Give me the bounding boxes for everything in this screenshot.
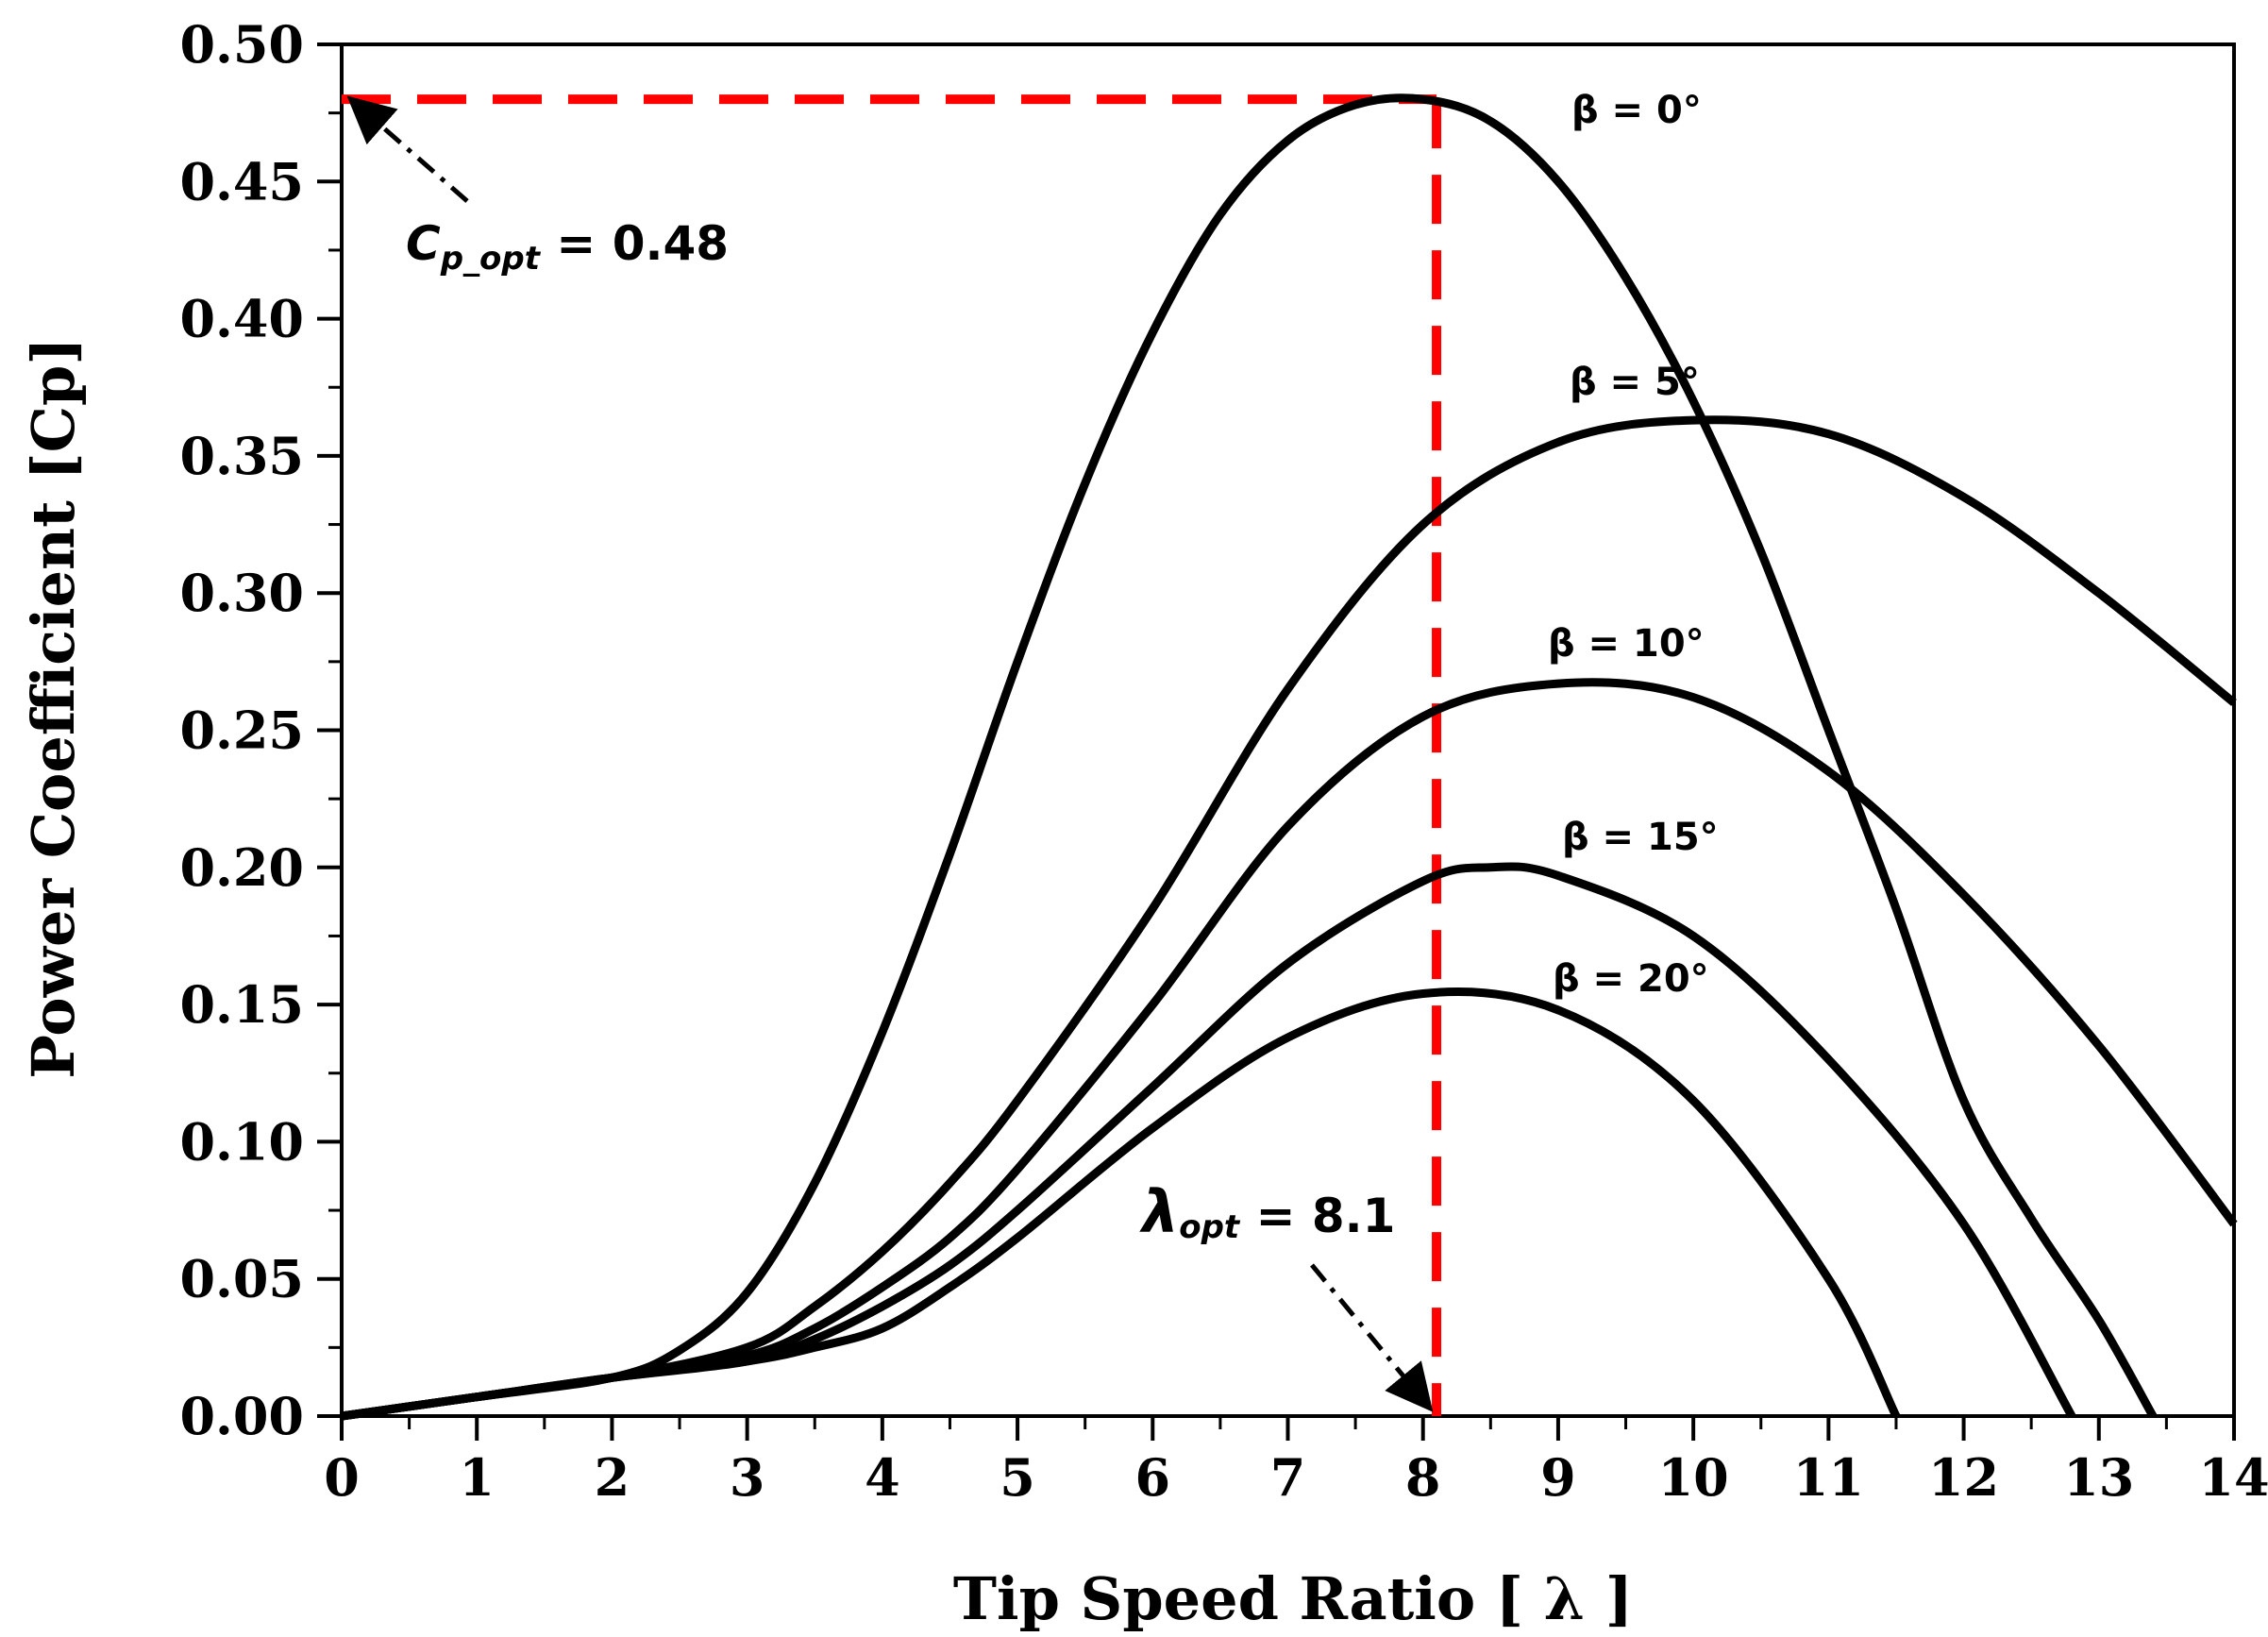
curve-label-beta-5: β = 5° [1570,361,1700,404]
x-tick-label: 14 [2198,1447,2268,1508]
cp-opt-label: Cp_opt = 0.48 [406,216,729,278]
y-tick-label: 0.40 [179,289,304,349]
curves [341,93,2238,1421]
curve-label-beta-15: β = 15° [1562,816,1719,859]
x-tick-label: 1 [459,1447,495,1508]
cp-opt-arrow [346,95,469,203]
x-tick-label: 4 [865,1447,900,1508]
y-tick-label: 0.05 [179,1249,304,1309]
y-tick-label: 0.30 [179,563,304,623]
cp-opt-annotation: Cp_opt = 0.48 [346,95,729,278]
y-tick-label: 0.15 [179,974,304,1035]
y-axis-title: Power Coefficient [Cp] [19,337,88,1078]
x-tick-label: 10 [1658,1447,1729,1508]
y-tick-label: 0.00 [179,1386,304,1446]
curve-label-beta-10: β = 10° [1548,622,1705,666]
reference-lines [342,94,1442,1416]
y-tick-label: 0.35 [179,426,304,486]
lambda-opt-label: λopt = 8.1 [1139,1177,1395,1246]
lambda-opt-arrow [1310,1263,1434,1412]
x-tick-label: 13 [2063,1447,2134,1508]
lambda-symbol: λ [1139,1177,1179,1246]
x-tick-label: 9 [1540,1447,1576,1508]
cp-symbol: C [406,216,441,271]
lambda-opt-annotation: λopt = 8.1 [1139,1177,1434,1412]
x-axis-ticks: 0 1 2 3 4 5 6 7 8 9 10 11 12 13 14 [324,1416,2268,1508]
lambda-subscript: opt [1179,1208,1241,1246]
x-tick-label: 3 [730,1447,765,1508]
lambda-value: = 8.1 [1239,1189,1395,1243]
cp-value: = 0.48 [540,216,729,271]
y-tick-label: 0.10 [179,1111,304,1172]
curve-series-2 [341,678,2238,1421]
x-tick-label: 11 [1793,1447,1864,1508]
y-tick-label: 0.50 [179,14,304,75]
x-axis-title: Tip Speed Ratio [ λ ] [953,1564,1633,1633]
x-tick-label: 7 [1270,1447,1306,1508]
y-tick-label: 0.20 [179,837,304,898]
curve-series-4 [341,987,1901,1421]
curve-series-1 [341,415,2237,1421]
y-tick-label: 0.25 [179,700,304,761]
curve-label-beta-20: β = 20° [1553,957,1709,1001]
curve-series-0 [341,93,2158,1421]
x-tick-label: 5 [1000,1447,1035,1508]
y-axis-ticks: 0.00 0.05 0.10 0.15 0.20 0.25 0.30 0.35 0.40 0.45… [179,14,342,1446]
curve-label-beta-0: β = 0° [1571,89,1702,132]
y-tick-label: 0.45 [179,151,304,211]
x-tick-label: 12 [1928,1447,1999,1508]
x-tick-label: 6 [1134,1447,1170,1508]
x-tick-label: 2 [595,1447,630,1508]
cp-subscript: p_opt [440,240,542,278]
x-tick-label: 0 [324,1447,360,1508]
curve-series-3 [341,862,2076,1421]
x-tick-label: 8 [1405,1447,1441,1508]
